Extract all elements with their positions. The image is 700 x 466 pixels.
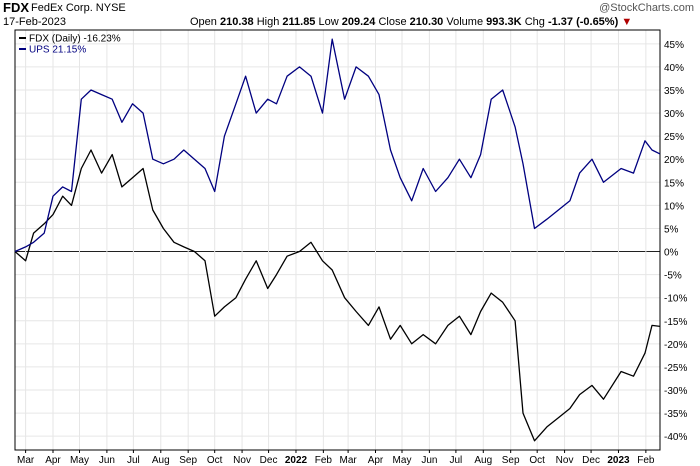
y-tick-label: -20% bbox=[664, 340, 687, 351]
x-tick-label: 2023 bbox=[607, 455, 630, 466]
open-label: Open bbox=[190, 16, 217, 28]
y-tick-label: 25% bbox=[664, 132, 684, 143]
y-tick-label: 30% bbox=[664, 109, 684, 120]
plot-frame bbox=[14, 29, 661, 451]
y-tick-label: 45% bbox=[664, 40, 684, 51]
change-value: -1.37 (-0.65%) bbox=[547, 16, 619, 28]
low-label: Low bbox=[318, 16, 339, 28]
y-tick-label: -25% bbox=[664, 363, 687, 374]
x-tick-label: Feb bbox=[637, 455, 655, 466]
x-tick-label: Jul bbox=[127, 455, 140, 466]
x-tick-label: Jun bbox=[99, 455, 115, 466]
volume-value: 993.3K bbox=[486, 16, 522, 28]
y-tick-label: 0% bbox=[664, 248, 679, 259]
x-tick-label: Aug bbox=[474, 455, 492, 466]
fdx-line bbox=[14, 149, 661, 442]
y-tick-label: -30% bbox=[664, 386, 687, 397]
x-tick-label: Nov bbox=[233, 455, 251, 466]
close-value: 210.30 bbox=[409, 16, 444, 28]
x-tick-label: Feb bbox=[315, 455, 333, 466]
ticker-symbol: FDX bbox=[3, 0, 29, 15]
x-tick-label: Dec bbox=[582, 455, 600, 466]
x-tick-label: Sep bbox=[179, 455, 197, 466]
legend-ups-label: UPS 21.15% bbox=[29, 45, 86, 56]
y-tick-label: -40% bbox=[664, 432, 687, 443]
x-tick-label: Apr bbox=[45, 455, 61, 466]
low-value: 209.24 bbox=[341, 16, 376, 28]
x-tick-label: Apr bbox=[368, 455, 384, 466]
x-tick-label: Nov bbox=[556, 455, 574, 466]
x-tick-label: Dec bbox=[260, 455, 278, 466]
y-tick-label: 10% bbox=[664, 201, 684, 212]
y-tick-label: 40% bbox=[664, 63, 684, 74]
y-tick-label: -5% bbox=[664, 271, 682, 282]
x-tick-label: Oct bbox=[207, 455, 223, 466]
quote-bar: Open 210.38 High 211.85 Low 209.24 Close… bbox=[190, 16, 632, 28]
y-tick-label: -10% bbox=[664, 294, 687, 305]
x-tick-label: Jul bbox=[449, 455, 462, 466]
legend-fdx-label: FDX (Daily) -16.23% bbox=[29, 34, 121, 45]
down-arrow-icon: ▼ bbox=[621, 16, 633, 28]
company-name: FedEx Corp. NYSE bbox=[31, 2, 126, 14]
x-tick-label: 2022 bbox=[285, 455, 308, 466]
y-tick-label: 35% bbox=[664, 86, 684, 97]
x-tick-label: Mar bbox=[17, 455, 35, 466]
volume-label: Volume bbox=[446, 16, 484, 28]
watermark: @StockCharts.com bbox=[599, 2, 694, 14]
x-tick-label: Sep bbox=[502, 455, 520, 466]
y-tick-label: -35% bbox=[664, 409, 687, 420]
y-tick-label: -15% bbox=[664, 317, 687, 328]
x-tick-label: May bbox=[393, 455, 412, 466]
y-tick-label: 5% bbox=[664, 224, 679, 235]
x-tick-label: May bbox=[70, 455, 89, 466]
high-label: High bbox=[256, 16, 280, 28]
high-value: 211.85 bbox=[282, 16, 316, 28]
x-tick-label: Aug bbox=[152, 455, 170, 466]
change-label: Chg bbox=[524, 16, 545, 28]
y-tick-label: 20% bbox=[664, 155, 684, 166]
x-tick-label: Mar bbox=[339, 455, 357, 466]
open-value: 210.38 bbox=[219, 16, 254, 28]
x-tick-label: Oct bbox=[529, 455, 545, 466]
x-tick-label: Jun bbox=[421, 455, 437, 466]
close-label: Close bbox=[378, 16, 407, 28]
ups-line bbox=[14, 38, 661, 253]
quote-date: 17-Feb-2023 bbox=[3, 16, 66, 28]
y-tick-label: 15% bbox=[664, 178, 684, 189]
